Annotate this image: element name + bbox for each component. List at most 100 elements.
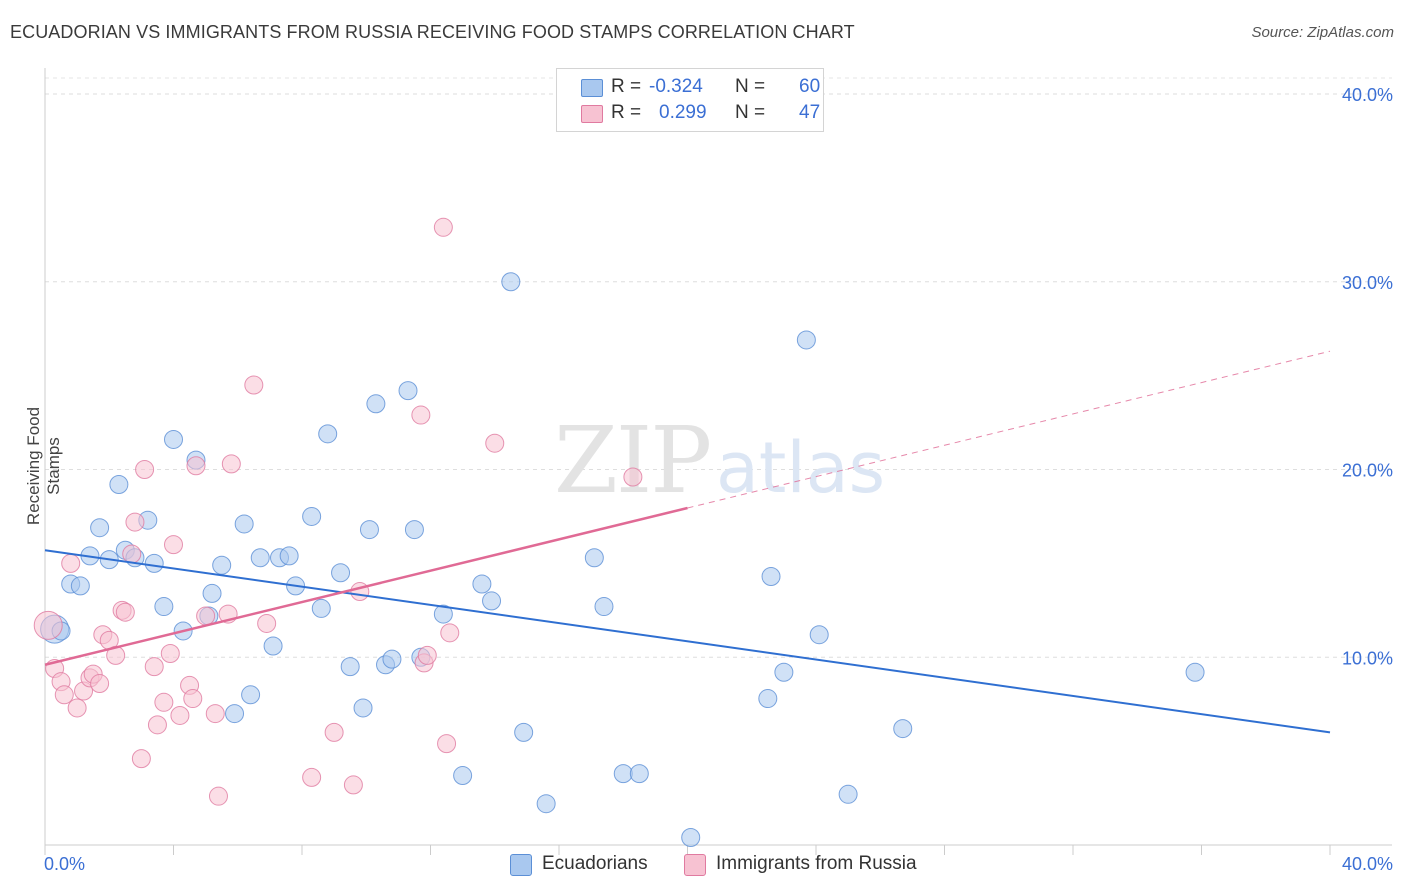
legend-r-label: R =: [611, 102, 642, 123]
data-point: [485, 433, 505, 453]
data-point: [433, 604, 453, 624]
data-point: [109, 475, 129, 495]
data-point: [70, 576, 90, 596]
trend-lines: [44, 350, 1331, 734]
legend-swatch-immigrants-from-russia: [581, 105, 603, 123]
data-point: [353, 698, 373, 718]
data-point: [279, 546, 299, 566]
correlation-legend: R = -0.324 N = 60 R = 0.299 N = 47: [556, 68, 824, 132]
data-point: [302, 506, 322, 526]
data-point: [208, 786, 228, 806]
trend-line: [44, 549, 1331, 734]
data-point: [186, 456, 206, 476]
data-point: [302, 767, 322, 787]
legend-label-immigrants-from-russia: Immigrants from Russia: [716, 853, 917, 874]
data-point: [202, 583, 222, 603]
data-point: [144, 553, 164, 573]
data-point: [244, 375, 264, 395]
data-point: [154, 597, 174, 617]
data-point: [681, 827, 701, 847]
legend-swatch-immigrants-from-russia: [684, 854, 706, 876]
trend-line-extension: [687, 350, 1331, 509]
data-point: [125, 512, 145, 532]
data-point: [122, 544, 142, 564]
x-tick-label: 40.0%: [1342, 854, 1393, 874]
data-point: [584, 548, 604, 568]
data-point: [131, 749, 151, 769]
data-point: [417, 645, 437, 665]
data-point: [482, 591, 502, 611]
data-point: [453, 766, 473, 786]
data-point: [205, 704, 225, 724]
data-point: [147, 715, 167, 735]
source-label: Source: ZipAtlas.com: [1251, 24, 1394, 41]
data-point: [774, 662, 794, 682]
watermark-zip: ZIP: [554, 407, 710, 514]
data-point: [225, 704, 245, 724]
data-point: [404, 520, 424, 540]
data-point: [183, 689, 203, 709]
data-point: [796, 330, 816, 350]
watermark-atlas: atlas: [716, 427, 885, 509]
data-point: [257, 613, 277, 633]
data-point: [90, 674, 110, 694]
data-point: [340, 657, 360, 677]
data-point: [433, 217, 453, 237]
data-point: [893, 719, 913, 739]
data-point: [472, 574, 492, 594]
data-point: [160, 643, 180, 663]
data-point: [536, 794, 556, 814]
data-point: [437, 734, 457, 754]
data-point: [115, 602, 135, 622]
data-point: [67, 698, 87, 718]
series-immigrants-from-russia-points: [33, 217, 643, 806]
watermark: ZIP atlas: [554, 407, 885, 514]
data-point: [613, 764, 633, 784]
data-point: [1185, 662, 1205, 682]
data-point: [54, 685, 74, 705]
legend-r-value: -0.324: [649, 76, 703, 97]
y-tick-label: 30.0%: [1342, 273, 1393, 293]
data-point: [144, 657, 164, 677]
legend-r-label: R =: [611, 76, 642, 97]
gridlines: [45, 77, 1392, 658]
data-point: [263, 636, 283, 656]
data-point: [758, 689, 778, 709]
data-point: [343, 775, 363, 795]
x-tick-label: 0.0%: [44, 854, 85, 874]
y-tick-label: 40.0%: [1342, 85, 1393, 105]
data-point: [170, 705, 190, 725]
axes: [44, 68, 1392, 855]
data-point: [164, 429, 183, 449]
data-point: [629, 764, 649, 784]
data-point: [594, 597, 614, 617]
series-ecuadorians-points: [40, 272, 1205, 847]
legend-label-ecuadorians: Ecuadorians: [542, 853, 648, 874]
data-point: [623, 467, 643, 487]
legend-n-label: N =: [735, 76, 766, 97]
legend-n-label: N =: [735, 102, 766, 123]
data-point: [61, 553, 81, 573]
data-point: [221, 454, 241, 474]
data-point: [382, 649, 402, 669]
legend-r-value: 0.299: [659, 102, 707, 123]
data-point: [331, 563, 351, 583]
data-point: [761, 567, 781, 587]
data-point: [234, 514, 254, 534]
data-point: [90, 518, 110, 538]
data-point: [514, 722, 534, 742]
data-point: [154, 692, 174, 712]
data-point: [250, 548, 270, 568]
data-point: [212, 555, 232, 575]
data-point: [440, 623, 460, 643]
data-point: [33, 610, 63, 640]
data-point: [398, 381, 418, 401]
chart-title: ECUADORIAN VS IMMIGRANTS FROM RUSSIA REC…: [10, 22, 855, 42]
data-point: [164, 535, 183, 555]
y-axis-label: Receiving Food Stamps: [24, 406, 63, 526]
legend-n-value: 47: [799, 102, 821, 123]
data-point: [359, 520, 379, 540]
data-point: [196, 606, 216, 626]
trend-line: [44, 506, 688, 666]
